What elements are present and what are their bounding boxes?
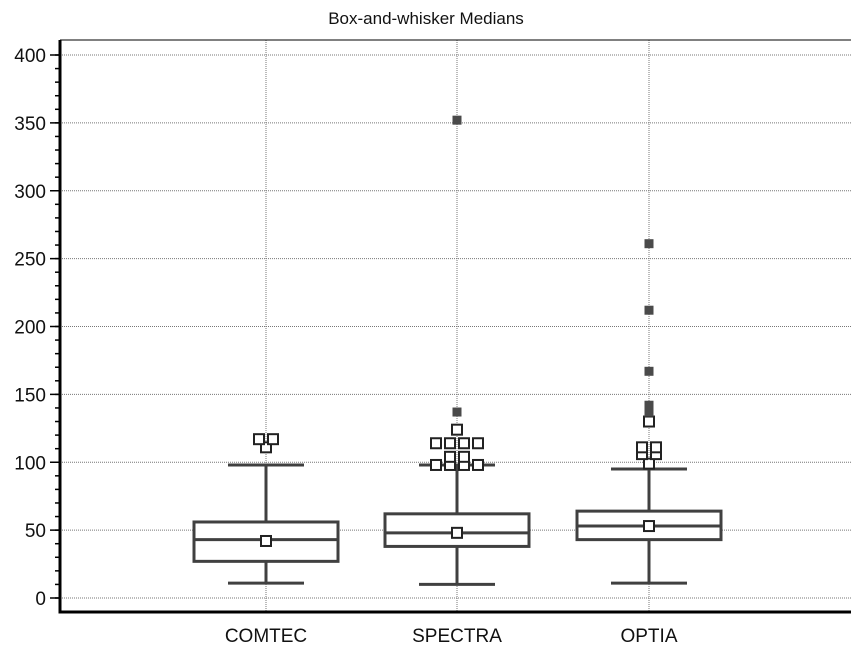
outlier-point: [444, 450, 456, 463]
plot-layer: [192, 115, 723, 586]
far-outlier-point: [452, 407, 462, 417]
far-outlier-point: [644, 407, 654, 417]
box-group: [575, 239, 723, 585]
y-tick-label: 50: [25, 521, 46, 542]
y-tick-label: 150: [14, 385, 46, 406]
mean-marker: [643, 520, 655, 533]
box-group: [192, 433, 340, 585]
box-group: [383, 115, 531, 586]
x-category-label: COMTEC: [225, 626, 307, 647]
far-outlier-point: [452, 115, 462, 125]
outlier-point: [430, 437, 442, 450]
outlier-point: [458, 437, 470, 450]
y-tick-label: 200: [14, 318, 46, 339]
y-tick-label: 300: [14, 182, 46, 203]
x-category-label: SPECTRA: [412, 626, 502, 647]
outlier-point: [267, 433, 279, 446]
far-outlier-point: [644, 239, 654, 249]
outlier-point: [260, 441, 272, 454]
far-outlier-point: [644, 400, 654, 410]
outlier-point: [636, 441, 648, 454]
far-outlier-point: [644, 305, 654, 315]
axis-layer: 0 50 100 150 200 250 300 350 400 COMTEC SPECTRA OPT…: [14, 39, 851, 647]
mean-marker: [451, 526, 463, 539]
y-tick-label: 350: [14, 114, 46, 135]
y-tick-label: 100: [14, 453, 46, 474]
outlier-point: [643, 415, 655, 428]
outlier-point: [472, 458, 484, 471]
x-category-label: OPTIA: [620, 626, 677, 647]
outlier-point: [472, 437, 484, 450]
outlier-point: [458, 450, 470, 463]
outlier-point: [643, 457, 655, 470]
outlier-point: [650, 441, 662, 454]
mean-marker: [260, 534, 272, 547]
outlier-point: [253, 433, 265, 446]
outlier-point: [430, 458, 442, 471]
y-tick-label: 400: [14, 46, 46, 67]
outlier-point: [451, 423, 463, 436]
y-tick-label: 250: [14, 250, 46, 271]
y-tick-label: 0: [35, 589, 46, 610]
chart-title: Box-and-whisker Medians: [328, 9, 524, 28]
outlier-point: [444, 437, 456, 450]
far-outlier-point: [644, 366, 654, 376]
